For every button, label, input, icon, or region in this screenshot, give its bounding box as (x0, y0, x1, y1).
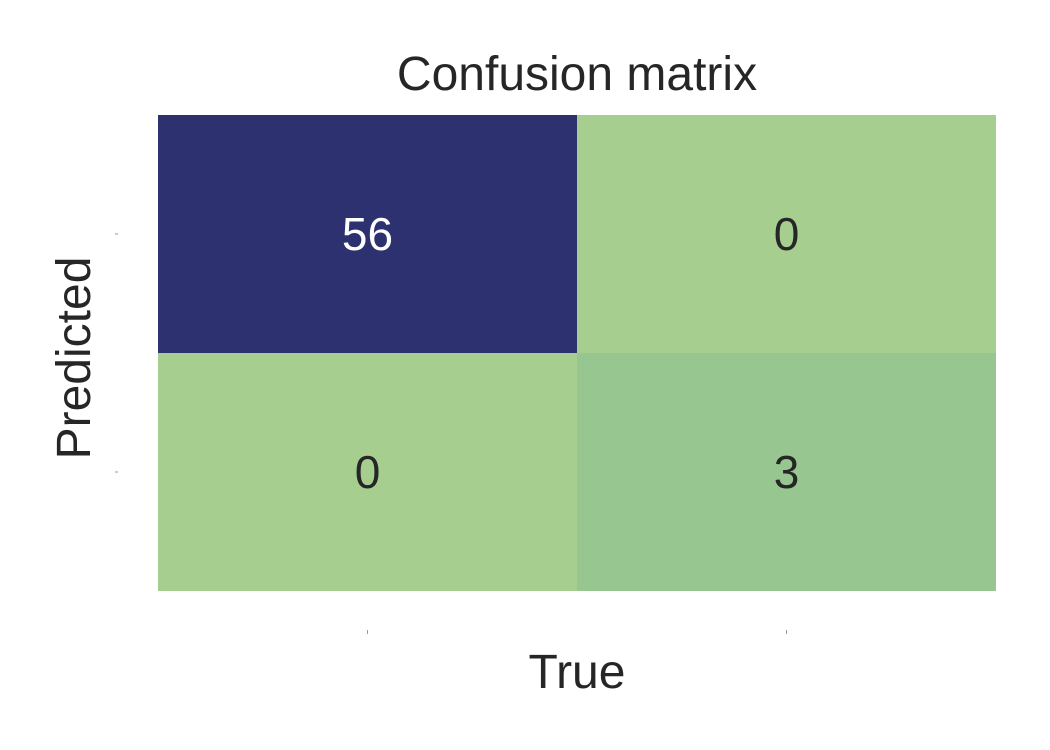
x-axis-label: True (529, 646, 626, 699)
heatmap-cell-r1-c1 (577, 353, 996, 591)
y-axis-label: Predicted (48, 257, 101, 460)
heatmap-cells: 56 0 0 3 (158, 115, 996, 591)
cell-value-r1-c0: 0 (355, 446, 381, 498)
axis-ticks (115, 233, 787, 634)
cell-value-r1-c1: 3 (774, 446, 800, 498)
cell-value-r0-c0: 56 (342, 208, 393, 260)
chart-title: Confusion matrix (397, 48, 757, 101)
heatmap-cell-r0-c1 (577, 115, 996, 353)
heatmap-cell-r0-c0 (158, 115, 577, 353)
cell-value-r0-c1: 0 (774, 208, 800, 260)
heatmap-cell-r1-c0 (158, 353, 577, 591)
